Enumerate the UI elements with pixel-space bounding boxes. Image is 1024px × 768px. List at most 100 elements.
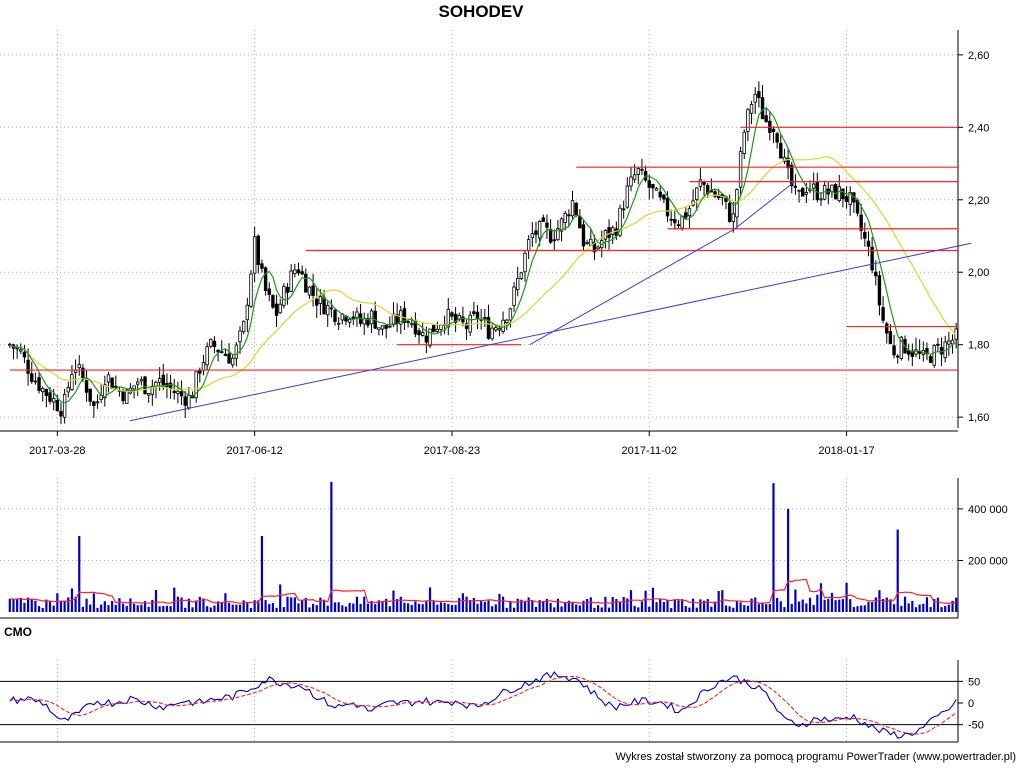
volume-bar	[889, 599, 892, 612]
volume-bar	[531, 601, 534, 612]
candle-body	[106, 374, 111, 383]
volume-bar	[786, 508, 790, 612]
volume-bar	[911, 600, 914, 612]
volume-bar	[739, 602, 742, 612]
volume-bar	[483, 601, 486, 612]
volume-bar	[501, 596, 505, 612]
volume-bar	[655, 602, 658, 612]
candle-body	[92, 401, 96, 406]
volume-bar	[213, 605, 216, 612]
candle-body	[260, 263, 264, 269]
candle-body	[687, 208, 692, 217]
volume-bar	[615, 598, 618, 612]
candle-body	[168, 382, 173, 389]
volume-bar	[315, 605, 318, 612]
candle-body	[472, 311, 476, 315]
volume-bar	[600, 607, 603, 612]
candle-body	[428, 328, 432, 347]
volume-bar	[333, 602, 337, 612]
volume-bar	[863, 605, 866, 612]
candle-body	[746, 109, 750, 132]
volume-bar	[670, 608, 673, 612]
volume-bar	[640, 601, 644, 612]
volume-bar	[761, 602, 764, 612]
candle-body	[285, 286, 290, 293]
volume-bar	[257, 600, 260, 612]
candle-body	[640, 168, 644, 171]
volume-bar	[757, 604, 760, 612]
candle-body	[431, 325, 436, 333]
volume-bar	[936, 597, 940, 612]
candle-body	[461, 316, 465, 323]
volume-bar	[783, 607, 786, 612]
volume-y-tick-label: 400 000	[968, 504, 1008, 516]
volume-bar	[947, 604, 950, 612]
candle-body	[132, 385, 136, 390]
candle-body	[267, 288, 271, 295]
candle-body	[377, 327, 381, 331]
volume-bar	[805, 603, 808, 612]
volume-bar	[754, 597, 757, 612]
candle-body	[369, 310, 374, 325]
candle-body	[574, 202, 578, 216]
candle-body	[548, 228, 553, 243]
volume-bar	[534, 606, 538, 612]
volume-bar	[220, 602, 223, 612]
candle-body	[621, 208, 626, 211]
candle-body	[220, 351, 224, 354]
volume-bar	[618, 602, 622, 612]
volume-bar	[896, 529, 899, 612]
volume-bar	[849, 599, 852, 612]
volume-bar	[545, 598, 549, 612]
volume-bar	[366, 603, 370, 612]
volume-bar	[622, 597, 625, 612]
candle-body	[738, 151, 743, 188]
volume-bar	[279, 584, 282, 612]
volume-bar	[903, 596, 907, 612]
candle-body	[939, 346, 944, 355]
volume-bar	[871, 601, 874, 612]
volume-bar	[206, 606, 209, 612]
volume-bar	[743, 605, 746, 612]
candle-body	[77, 364, 81, 369]
candle-body	[282, 285, 286, 306]
volume-bar	[319, 597, 322, 612]
volume-bar	[472, 598, 475, 612]
candle-body	[22, 351, 27, 358]
candle-body	[881, 307, 885, 321]
candle-body	[647, 180, 651, 188]
volume-bar	[249, 607, 253, 612]
candle-body	[512, 286, 516, 306]
candle-body	[406, 321, 410, 323]
volume-bar	[26, 597, 30, 612]
candle-body	[665, 197, 670, 217]
candle-body	[501, 319, 505, 332]
candle-body	[326, 304, 330, 316]
volume-bar	[465, 596, 468, 612]
candle-body	[662, 194, 666, 200]
candle-body	[30, 373, 34, 382]
volume-bar	[125, 605, 128, 612]
candle-body	[936, 343, 940, 346]
volume-bar	[202, 598, 205, 612]
candle-body	[322, 297, 326, 315]
candle-body	[296, 269, 301, 274]
candle-body	[556, 228, 560, 241]
volume-bar	[23, 602, 26, 612]
volume-bar	[209, 607, 212, 612]
volume-bar	[235, 604, 238, 612]
candle-body	[837, 186, 841, 202]
candle-body	[508, 308, 513, 321]
volume-bar	[706, 599, 709, 612]
volume-bar	[498, 593, 501, 612]
volume-bar	[735, 601, 739, 612]
volume-bar	[571, 602, 574, 612]
candle-body	[351, 316, 355, 320]
volume-bar	[582, 600, 585, 612]
candle-body	[475, 311, 480, 320]
candle-body	[95, 401, 100, 404]
volume-bar	[607, 607, 611, 612]
slow-moving-average-line	[9, 156, 957, 392]
candle-body	[782, 156, 787, 162]
